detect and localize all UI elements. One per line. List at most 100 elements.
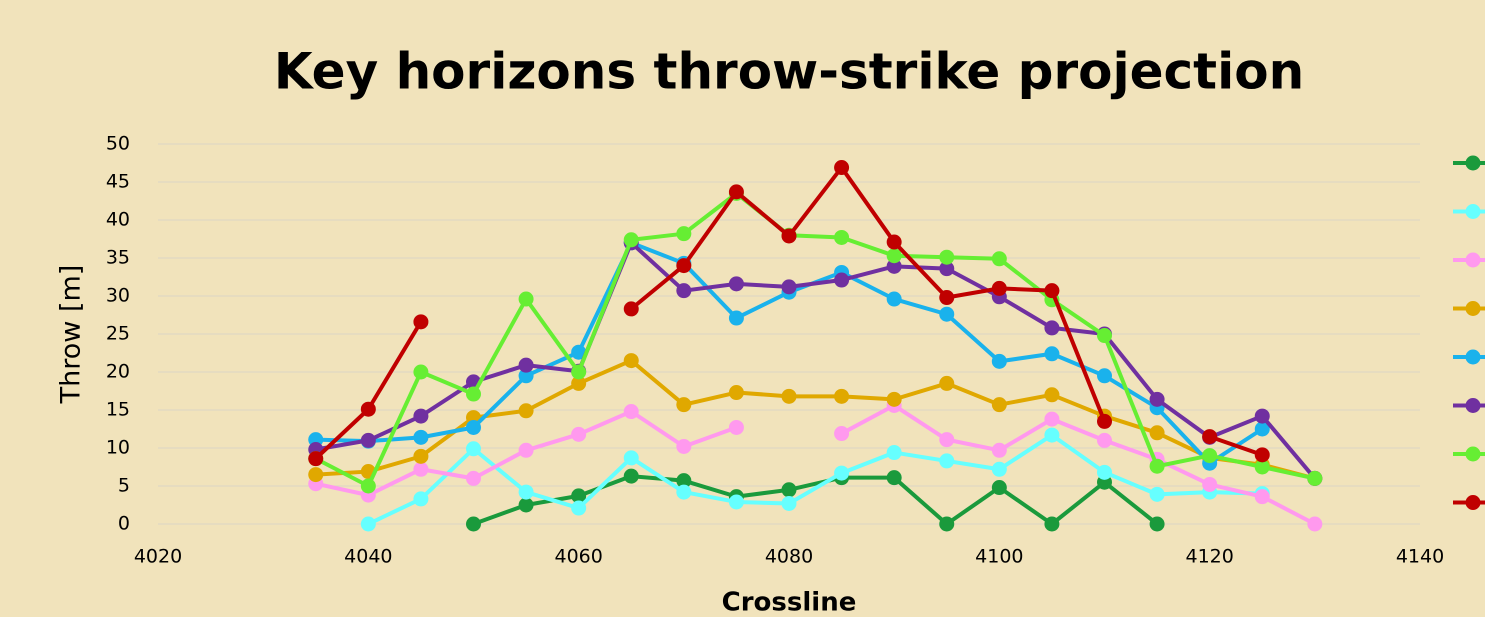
data-point [991,442,1007,458]
legend-marker [1465,349,1481,365]
data-point [1254,489,1270,505]
data-point [1202,448,1218,464]
data-point [623,450,639,466]
data-point [308,451,324,467]
series-line [314,165,1263,461]
data-point [1097,464,1112,480]
data-point [1149,391,1165,407]
data-point [571,426,587,442]
data-point [413,314,429,330]
x-axis-label: Crossline [722,588,857,617]
y-tick-label: 35 [106,247,130,269]
data-point [781,482,797,498]
data-point [991,353,1007,369]
data-point [1254,459,1270,475]
data-point [518,497,534,513]
x-tick-label: 4080 [765,546,813,568]
y-tick-label: 45 [106,171,130,193]
series-line [472,474,1159,526]
data-point [781,388,797,404]
data-point [413,429,429,445]
data-point [1254,408,1270,424]
y-tick-label: 25 [106,323,130,345]
data-point [728,184,744,200]
y-tick-label: 30 [106,285,130,307]
data-point [623,468,639,484]
data-point [1044,283,1060,299]
data-point [623,232,639,248]
series-line [314,191,1316,488]
data-point [1202,476,1218,492]
legend-marker [1465,495,1481,510]
data-point [939,261,955,277]
data-point [991,280,1007,296]
data-point [466,470,481,486]
data-point [413,461,429,477]
data-point [781,279,797,295]
chart-title: Key horizons throw-strike projection [274,43,1304,101]
data-point [834,160,850,176]
data-point [1149,425,1165,441]
data-point [571,488,587,504]
data-point [623,404,639,420]
data-point [1149,486,1165,502]
data-point [1149,458,1165,474]
data-point [834,426,850,442]
data-point [466,441,481,457]
data-point [360,516,376,532]
data-point [728,276,744,292]
data-point [939,375,955,391]
x-tick-label: 4040 [344,546,392,568]
data-point [834,388,850,404]
data-point [939,432,955,448]
x-tick-label: 4100 [975,546,1023,568]
data-point [886,258,902,274]
y-axis-label: Throw [m] [56,265,87,405]
data-point [623,353,639,369]
data-point [571,364,587,380]
legend-marker [1465,446,1481,462]
data-point [413,448,429,464]
y-tick-label: 10 [106,437,130,459]
data-point [413,491,429,507]
data-point [781,228,797,244]
data-point [360,432,376,448]
y-tick-label: 5 [118,475,130,497]
data-point [571,375,587,391]
data-point [886,391,902,407]
data-point [571,500,587,516]
legend-marker [1465,301,1481,316]
data-point [360,478,376,494]
series-line [315,240,1317,480]
y-tick-label: 15 [106,399,130,421]
data-point [886,248,902,264]
data-point [886,445,902,461]
data-point [1044,411,1060,427]
data-point [360,401,376,417]
data-point [991,251,1007,267]
data-point [728,494,744,510]
x-tick-label: 4020 [134,546,182,568]
data-point [1254,421,1270,437]
x-tick-label: 4120 [1185,546,1233,568]
data-point [834,229,850,245]
data-point [623,301,639,317]
data-point [1044,387,1060,403]
data-point [939,516,955,532]
data-point [886,470,902,486]
data-point [728,385,744,401]
data-point [413,364,429,380]
data-point [676,438,692,454]
y-tick-label: 40 [106,209,130,231]
data-point [308,467,324,483]
data-point [676,484,692,500]
legend-marker [1465,155,1481,171]
data-point [1097,368,1112,384]
data-point [413,408,429,424]
data-point [886,234,902,250]
data-point [676,397,692,413]
data-point [939,306,955,322]
data-point [676,258,692,274]
